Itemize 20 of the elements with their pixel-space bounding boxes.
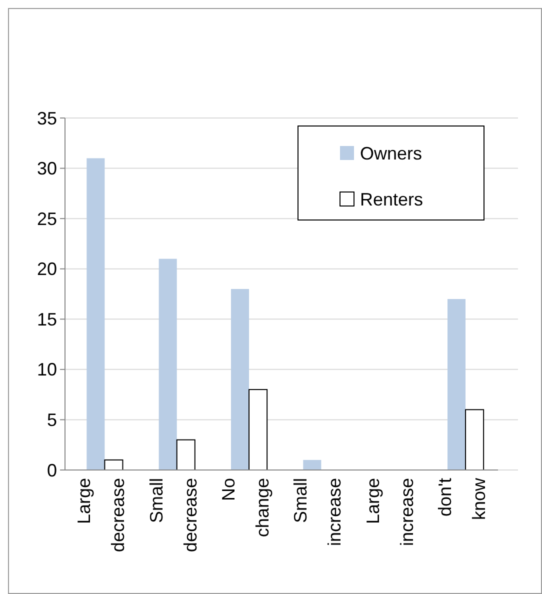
y-tick-label: 30: [36, 158, 57, 179]
bar: [248, 389, 268, 470]
bar: [230, 288, 250, 470]
bar: [465, 409, 484, 470]
y-tick-label: 0: [46, 460, 57, 480]
bar: [176, 439, 196, 470]
bar: [158, 258, 177, 470]
y-tick-label: 20: [36, 259, 57, 280]
bar: [447, 299, 466, 470]
legend-label: Owners: [360, 143, 422, 164]
y-tick-label: 15: [36, 309, 57, 330]
bar: [104, 459, 124, 470]
y-tick-label: 35: [36, 108, 57, 128]
bar: [86, 158, 105, 470]
y-tick-label: 5: [46, 410, 57, 430]
legend-label: Renters: [360, 189, 424, 210]
y-tick-label: 25: [36, 208, 57, 229]
bar: [303, 460, 322, 470]
y-tick-label: 10: [36, 360, 57, 380]
x-tick-label: Large decrease: [74, 478, 128, 552]
